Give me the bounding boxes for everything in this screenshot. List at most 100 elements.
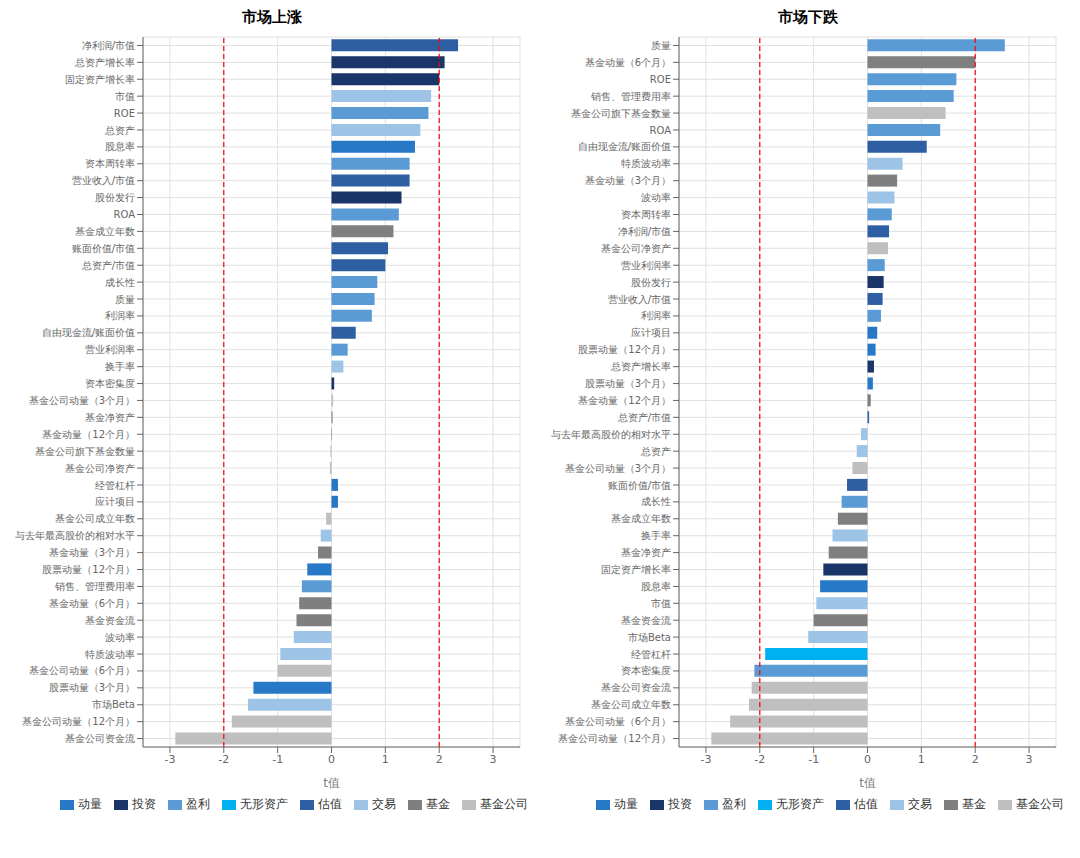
svg-text:ROA: ROA — [650, 125, 672, 136]
svg-text:-3: -3 — [164, 753, 175, 766]
svg-text:成长性: 成长性 — [105, 277, 135, 288]
svg-text:自由现金流/账面价值: 自由现金流/账面价值 — [42, 327, 135, 338]
svg-text:基金公司资金流: 基金公司资金流 — [601, 682, 671, 693]
svg-text:基金公司动量（6个月）: 基金公司动量（6个月） — [29, 665, 135, 676]
svg-text:市场Beta: 市场Beta — [92, 699, 135, 710]
svg-text:基金公司资金流: 基金公司资金流 — [65, 733, 135, 744]
svg-text:股息率: 股息率 — [105, 141, 135, 152]
svg-text:应计项目: 应计项目 — [95, 496, 135, 507]
svg-text:总资产增长率: 总资产增长率 — [74, 57, 135, 68]
svg-text:-3: -3 — [700, 753, 711, 766]
svg-text:成长性: 成长性 — [641, 496, 671, 507]
svg-text:换手率: 换手率 — [105, 361, 135, 372]
svg-text:基金公司动量（6个月）: 基金公司动量（6个月） — [565, 716, 671, 727]
svg-text:利润率: 利润率 — [105, 310, 135, 321]
svg-text:特质波动率: 特质波动率 — [85, 649, 135, 660]
svg-text:市值: 市值 — [651, 598, 671, 609]
svg-text:与去年最高股价的相对水平: 与去年最高股价的相对水平 — [15, 530, 135, 541]
svg-text:股票动量（3个月）: 股票动量（3个月） — [585, 378, 671, 389]
svg-text:换手率: 换手率 — [641, 530, 671, 541]
svg-text:经管杠杆: 经管杠杆 — [95, 480, 135, 491]
svg-text:ROA: ROA — [114, 209, 136, 220]
svg-text:波动率: 波动率 — [641, 192, 671, 203]
svg-text:基金成立年数: 基金成立年数 — [611, 513, 671, 524]
svg-text:总资产/市值: 总资产/市值 — [81, 260, 135, 271]
svg-text:基金动量（3个月）: 基金动量（3个月） — [585, 175, 671, 186]
svg-text:基金公司动量（12个月）: 基金公司动量（12个月） — [22, 716, 135, 727]
svg-text:账面价值/市值: 账面价值/市值 — [608, 480, 671, 491]
svg-text:t值: t值 — [323, 776, 340, 790]
svg-text:资本密集度: 资本密集度 — [85, 378, 135, 389]
svg-text:2: 2 — [972, 753, 979, 766]
svg-text:基金公司旗下基金数量: 基金公司旗下基金数量 — [571, 108, 671, 119]
svg-text:营业利润率: 营业利润率 — [621, 260, 671, 271]
svg-text:经管杠杆: 经管杠杆 — [631, 649, 671, 660]
svg-text:基金动量（12个月）: 基金动量（12个月） — [42, 429, 135, 440]
svg-text:基金公司净资产: 基金公司净资产 — [65, 463, 135, 474]
svg-text:应计项目: 应计项目 — [631, 327, 671, 338]
svg-text:波动率: 波动率 — [105, 632, 135, 643]
svg-text:基金公司旗下基金数量: 基金公司旗下基金数量 — [35, 446, 135, 457]
svg-text:市场Beta: 市场Beta — [628, 632, 671, 643]
svg-text:3: 3 — [490, 753, 497, 766]
svg-text:基金动量（6个月）: 基金动量（6个月） — [585, 57, 671, 68]
svg-text:质量: 质量 — [651, 40, 671, 51]
svg-text:2: 2 — [436, 753, 443, 766]
svg-text:-1: -1 — [272, 753, 283, 766]
svg-text:销售、管理费用率: 销售、管理费用率 — [590, 91, 671, 102]
svg-text:基金资金流: 基金资金流 — [85, 615, 135, 626]
svg-text:基金公司动量（12个月）: 基金公司动量（12个月） — [558, 733, 671, 744]
svg-text:自由现金流/账面价值: 自由现金流/账面价值 — [578, 141, 671, 152]
svg-text:与去年最高股价的相对水平: 与去年最高股价的相对水平 — [551, 429, 671, 440]
svg-text:0: 0 — [864, 753, 871, 766]
svg-text:-2: -2 — [754, 753, 765, 766]
svg-text:市值: 市值 — [115, 91, 135, 102]
svg-text:股份发行: 股份发行 — [95, 192, 135, 203]
svg-text:营业收入/市值: 营业收入/市值 — [608, 294, 671, 305]
svg-text:总资产/市值: 总资产/市值 — [617, 412, 671, 423]
svg-text:净利润/市值: 净利润/市值 — [618, 226, 671, 237]
svg-text:基金公司成立年数: 基金公司成立年数 — [55, 513, 135, 524]
svg-text:特质波动率: 特质波动率 — [621, 158, 671, 169]
svg-text:股票动量（12个月）: 股票动量（12个月） — [42, 564, 135, 575]
svg-text:股息率: 股息率 — [641, 581, 671, 592]
svg-text:固定资产增长率: 固定资产增长率 — [601, 564, 671, 575]
svg-text:资本周转率: 资本周转率 — [85, 158, 135, 169]
svg-text:基金资金流: 基金资金流 — [621, 615, 671, 626]
svg-text:1: 1 — [918, 753, 925, 766]
svg-text:销售、管理费用率: 销售、管理费用率 — [54, 581, 135, 592]
svg-text:总资产增长率: 总资产增长率 — [610, 361, 671, 372]
svg-text:基金公司动量（3个月）: 基金公司动量（3个月） — [29, 395, 135, 406]
svg-text:总资产: 总资产 — [640, 446, 671, 457]
svg-text:基金公司净资产: 基金公司净资产 — [601, 243, 671, 254]
svg-text:3: 3 — [1026, 753, 1033, 766]
svg-text:股票动量（3个月）: 股票动量（3个月） — [49, 682, 135, 693]
svg-text:t值: t值 — [859, 776, 876, 790]
svg-text:0: 0 — [328, 753, 335, 766]
svg-text:基金净资产: 基金净资产 — [621, 547, 671, 558]
svg-text:固定资产增长率: 固定资产增长率 — [65, 74, 135, 85]
svg-text:资本密集度: 资本密集度 — [621, 665, 671, 676]
svg-text:基金净资产: 基金净资产 — [85, 412, 135, 423]
svg-text:账面价值/市值: 账面价值/市值 — [72, 243, 135, 254]
svg-text:基金公司动量（3个月）: 基金公司动量（3个月） — [565, 463, 671, 474]
svg-text:1: 1 — [382, 753, 389, 766]
svg-text:总资产: 总资产 — [104, 125, 135, 136]
svg-text:基金公司成立年数: 基金公司成立年数 — [591, 699, 671, 710]
svg-text:基金动量（3个月）: 基金动量（3个月） — [49, 547, 135, 558]
svg-text:-2: -2 — [218, 753, 229, 766]
svg-text:资本周转率: 资本周转率 — [621, 209, 671, 220]
svg-text:基金动量（12个月）: 基金动量（12个月） — [578, 395, 671, 406]
svg-text:营业利润率: 营业利润率 — [85, 344, 135, 355]
svg-text:营业收入/市值: 营业收入/市值 — [72, 175, 135, 186]
svg-text:基金成立年数: 基金成立年数 — [75, 226, 135, 237]
svg-text:股票动量（12个月）: 股票动量（12个月） — [578, 344, 671, 355]
svg-text:-1: -1 — [808, 753, 819, 766]
svg-text:净利润/市值: 净利润/市值 — [82, 40, 135, 51]
svg-text:股份发行: 股份发行 — [631, 277, 671, 288]
svg-text:ROE: ROE — [114, 108, 135, 119]
svg-text:质量: 质量 — [115, 294, 135, 305]
svg-text:基金动量（6个月）: 基金动量（6个月） — [49, 598, 135, 609]
svg-text:ROE: ROE — [650, 74, 671, 85]
svg-text:利润率: 利润率 — [641, 310, 671, 321]
